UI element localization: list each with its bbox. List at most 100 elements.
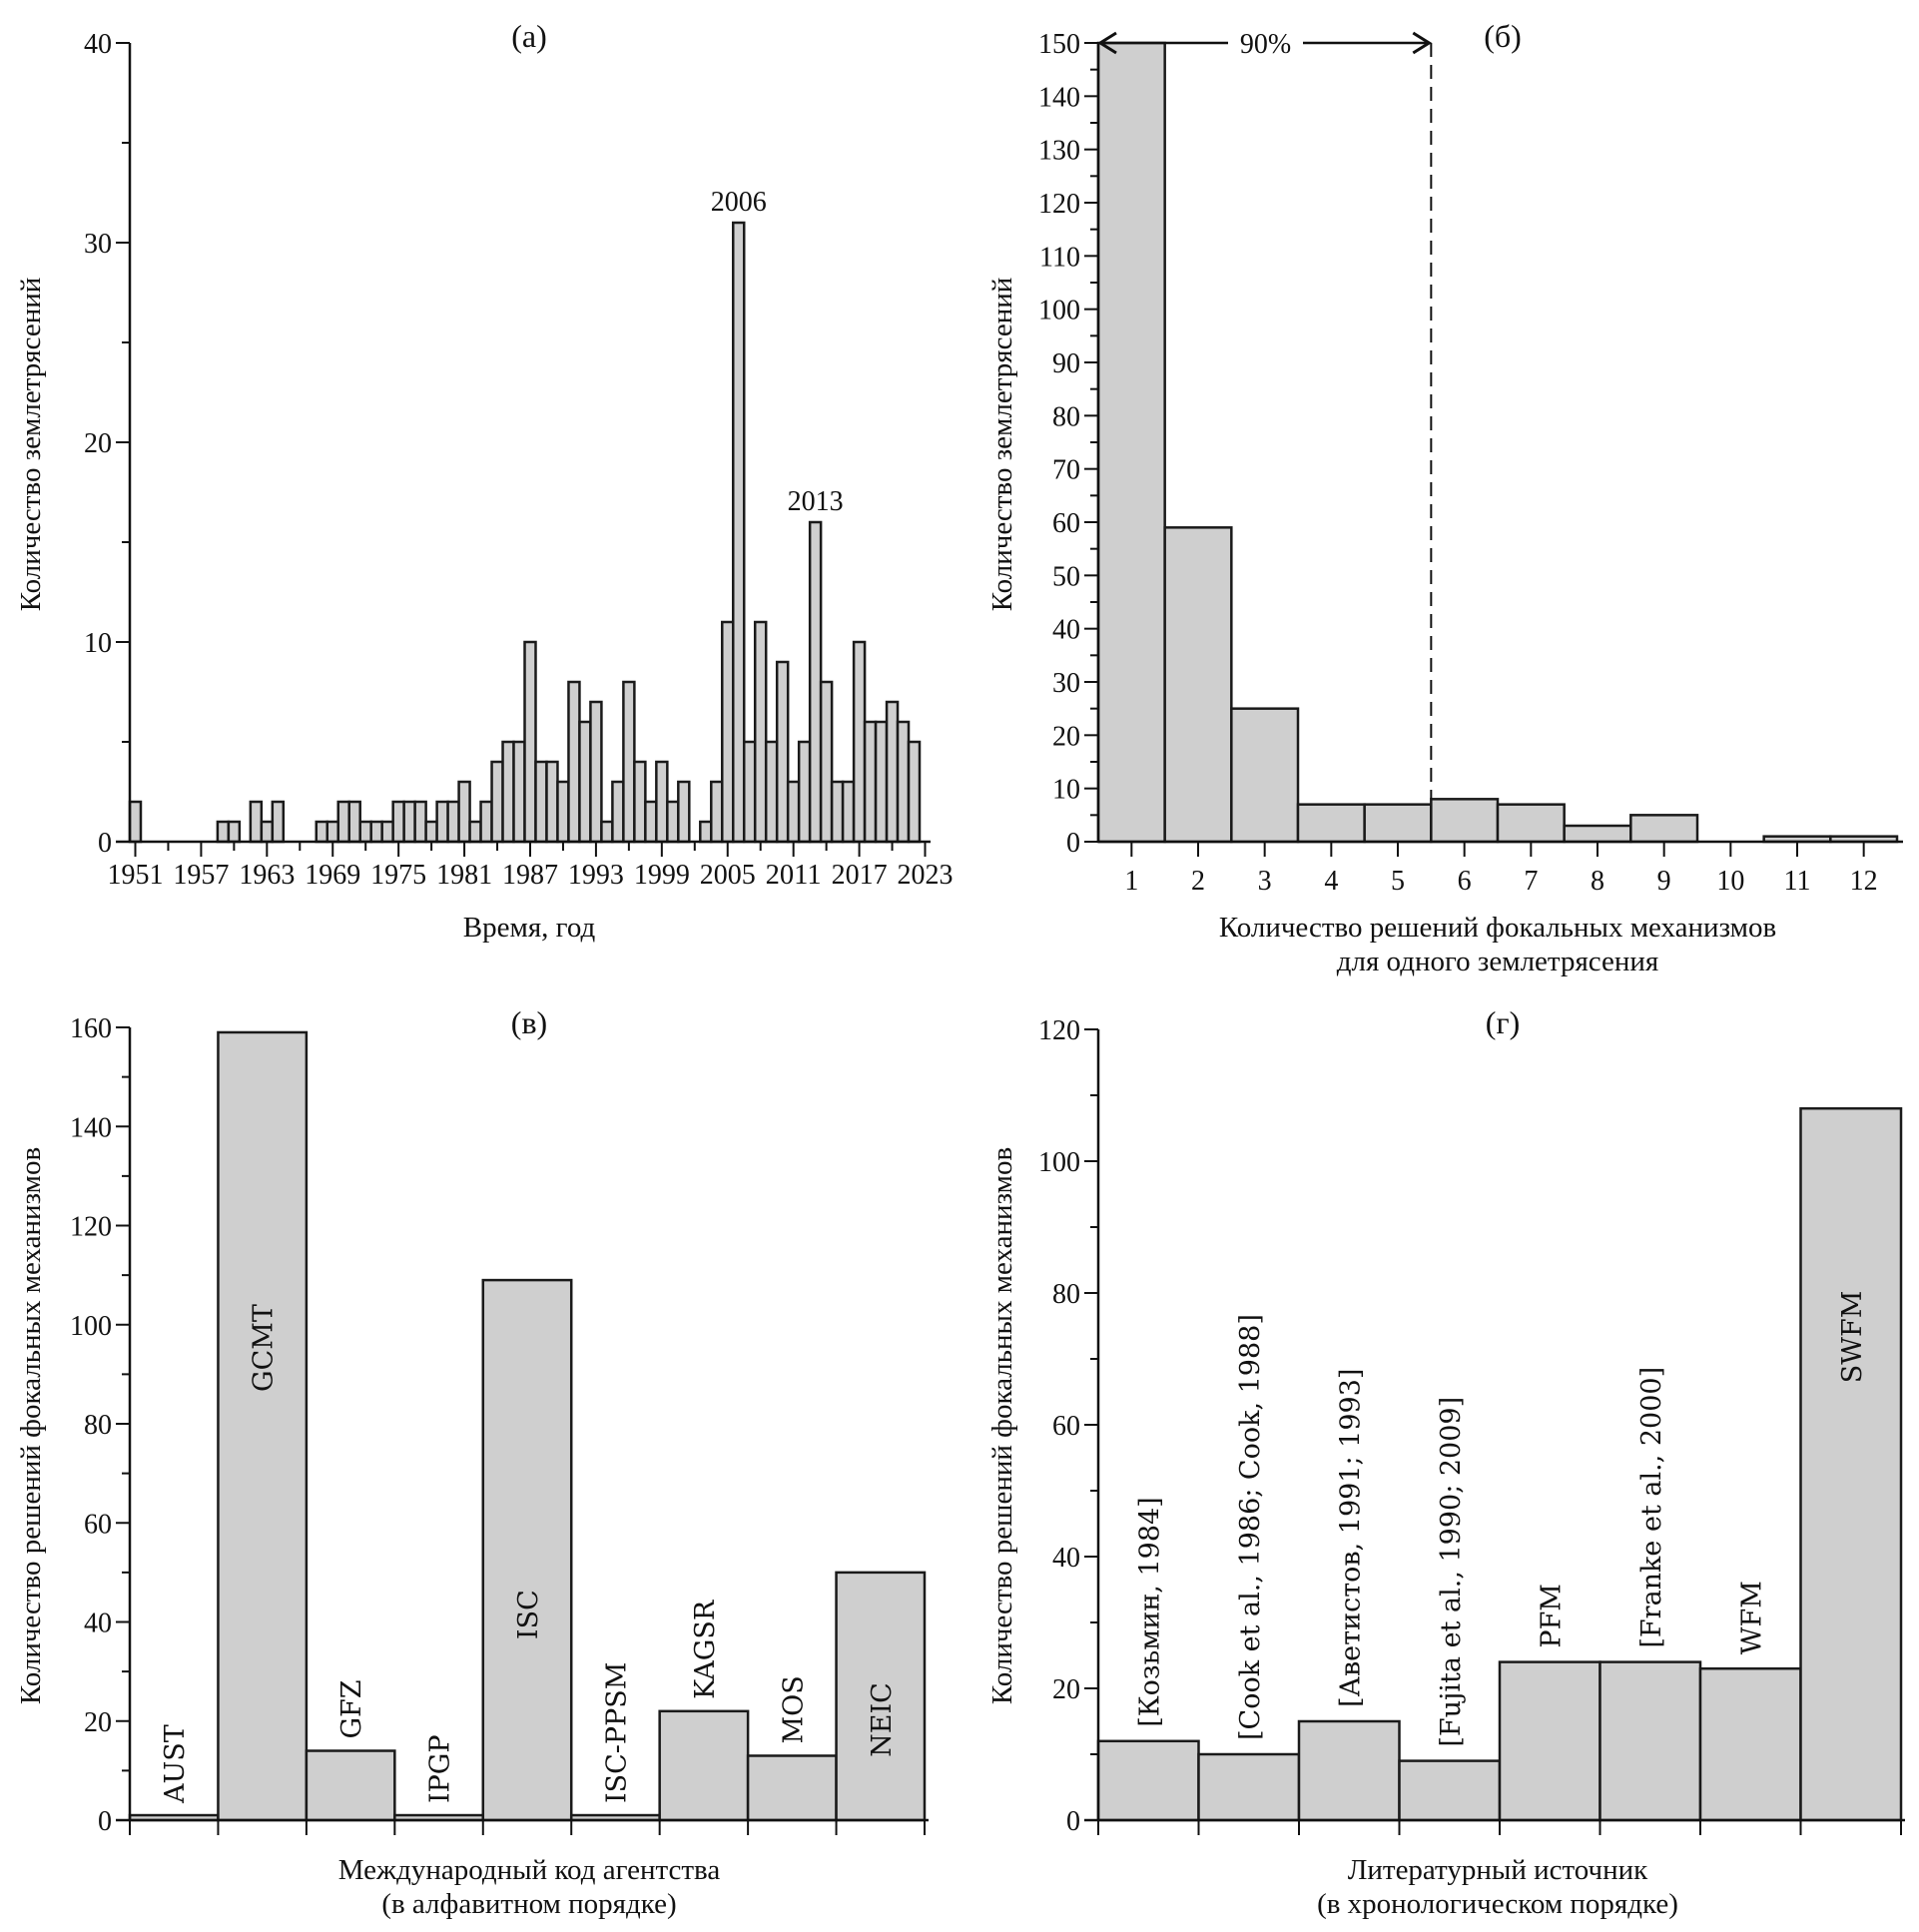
bar-category-label: NEIC xyxy=(867,1682,898,1757)
y-tick-label: 150 xyxy=(1038,29,1080,60)
bar xyxy=(523,640,537,844)
y-tick-label: 40 xyxy=(84,1609,112,1639)
bar xyxy=(808,520,823,844)
bar xyxy=(1096,1739,1200,1822)
panel-v-xlabel: Международный код агентства xyxy=(338,1854,721,1886)
arrow-head-left-icon xyxy=(1097,31,1117,55)
x-tick-label: 4 xyxy=(1324,866,1338,897)
x-tick-label: 1963 xyxy=(239,860,295,891)
y-tick-label: 50 xyxy=(1052,561,1080,592)
bar xyxy=(835,1571,927,1822)
panel-a-axes: 0 10 20 30 40 1951 1957 1963 1969 1975 1981 1987 199… xyxy=(84,29,954,891)
bar-category-label: [Cook et al., 1986; Cook, 1988] xyxy=(1235,1314,1266,1740)
panel-b-chart: (б) 010203040506070809010011012013014015… xyxy=(986,18,1903,977)
bar xyxy=(1197,1752,1301,1822)
bar-annotation: 2006 xyxy=(711,187,767,218)
y-tick-label: 70 xyxy=(1052,455,1080,486)
panel-g-label: (г) xyxy=(1486,1004,1520,1040)
bar xyxy=(336,800,350,844)
bar xyxy=(249,800,264,844)
y-tick-label: 160 xyxy=(70,1013,112,1044)
panel-v-chart: (в) AUST GCMT GFZ IPGP ISC ISC-PPSM KAGSR MOS NE… xyxy=(15,1004,929,1920)
y-tick-label: 30 xyxy=(1052,668,1080,699)
bar xyxy=(1230,707,1300,844)
bar xyxy=(611,780,625,844)
bar xyxy=(852,640,867,844)
x-tick-label: 6 xyxy=(1458,866,1472,897)
y-tick-label: 120 xyxy=(1038,1015,1080,1046)
panel-b-xlabel-line2: для одного землетрясения xyxy=(1337,946,1659,977)
bar-category-label: ISC-PPSM xyxy=(601,1662,632,1803)
bar-category-label: WFM xyxy=(1736,1581,1767,1654)
y-tick-label: 100 xyxy=(1038,1147,1080,1178)
panel-g-chart: (г) [Козьмин, 1984] [Cook et al., 1986; C… xyxy=(986,1004,1905,1920)
bar xyxy=(1629,814,1699,844)
bar xyxy=(391,800,405,844)
percent-annotation: 90% xyxy=(1240,29,1291,60)
panel-v-xlabel-line2: (в алфавитном порядке) xyxy=(381,1888,676,1920)
panel-a-bars xyxy=(128,221,922,844)
y-tick-label: 80 xyxy=(1052,1279,1080,1310)
bar xyxy=(128,800,143,844)
arrow-head-right-icon xyxy=(1412,31,1433,55)
bar xyxy=(512,740,526,844)
panel-v-ylabel: Количество решений фокальных механизмов xyxy=(15,1147,47,1704)
y-tick-label: 0 xyxy=(98,828,112,859)
y-tick-label: 130 xyxy=(1038,136,1080,167)
y-tick-label: 10 xyxy=(1052,775,1080,806)
x-tick-label: 12 xyxy=(1850,866,1878,897)
bar xyxy=(556,780,570,844)
panel-g-xlabel: Литературный источник xyxy=(1348,1854,1648,1886)
bar xyxy=(501,740,515,844)
bar xyxy=(655,760,669,844)
bar xyxy=(658,1709,750,1822)
panel-g-bars: [Козьмин, 1984] [Cook et al., 1986; Cook,… xyxy=(1096,1106,1903,1822)
bar xyxy=(633,760,647,844)
x-tick-label: 1987 xyxy=(502,860,558,891)
bar xyxy=(457,780,471,844)
bar xyxy=(721,620,735,844)
x-tick-label: 1 xyxy=(1124,866,1138,897)
bar xyxy=(677,780,691,844)
x-tick-label: 2023 xyxy=(898,860,954,891)
bar xyxy=(347,800,361,844)
bar xyxy=(1163,526,1233,844)
x-tick-label: 2005 xyxy=(700,860,756,891)
bar xyxy=(227,820,242,844)
y-tick-label: 110 xyxy=(1039,242,1080,273)
bar xyxy=(534,760,548,844)
y-tick-label: 20 xyxy=(1052,1674,1080,1705)
bar xyxy=(1296,803,1366,844)
bar xyxy=(446,800,460,844)
panel-b-label: (б) xyxy=(1484,18,1522,54)
bar xyxy=(260,820,275,844)
y-tick-label: 0 xyxy=(1066,828,1080,859)
bar xyxy=(830,780,845,844)
x-tick-label: 2017 xyxy=(832,860,888,891)
bar xyxy=(578,720,592,844)
panel-v-label: (в) xyxy=(511,1004,547,1040)
y-tick-label: 40 xyxy=(1052,615,1080,646)
bar xyxy=(369,820,383,844)
x-tick-label: 3 xyxy=(1258,866,1272,897)
bar-category-label: SWFM xyxy=(1837,1291,1868,1384)
y-tick-label: 20 xyxy=(84,1707,112,1738)
y-tick-label: 100 xyxy=(1038,296,1080,326)
panel-b-annotations: 90% xyxy=(1097,29,1433,800)
bar-category-label: KAGSR xyxy=(690,1600,721,1699)
x-tick-label: 1999 xyxy=(634,860,690,891)
bar xyxy=(468,820,482,844)
bar xyxy=(786,780,801,844)
y-tick-label: 80 xyxy=(84,1410,112,1441)
y-tick-label: 20 xyxy=(1052,721,1080,752)
x-tick-label: 8 xyxy=(1591,866,1604,897)
bar xyxy=(479,800,493,844)
bar xyxy=(819,680,834,844)
y-tick-label: 140 xyxy=(1038,82,1080,113)
x-tick-label: 11 xyxy=(1784,866,1811,897)
panel-b-bars xyxy=(1096,41,1899,844)
bar-category-label: ISC xyxy=(513,1590,544,1639)
bar xyxy=(589,700,603,844)
